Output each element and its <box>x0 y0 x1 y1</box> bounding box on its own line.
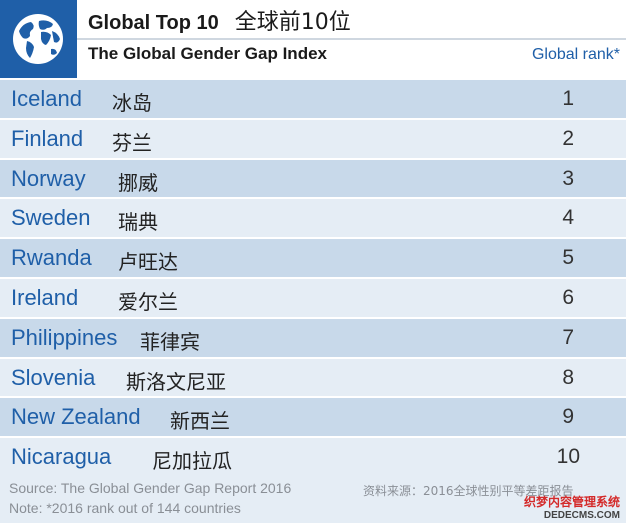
ranking-table: Iceland 冰岛 1 Finland 芬兰 2 Norway 挪威 3 Sw… <box>0 78 626 476</box>
country-name-english: Finland <box>11 125 84 151</box>
table-row: Rwanda 卢旺达 5 <box>0 237 626 277</box>
country-name-chinese: 芬兰 <box>112 130 152 155</box>
table-row: Ireland 爱尔兰 6 <box>0 276 626 317</box>
source-chinese: 资料来源：2016全球性别平等差距报告 <box>363 484 574 498</box>
country-name-english: Nicaragua <box>11 444 112 470</box>
country-name-english: Slovenia <box>11 364 96 390</box>
footer: Source: The Global Gender Gap Report 201… <box>0 476 626 523</box>
footnote: Note: *2016 rank out of 144 countries <box>9 500 241 516</box>
rank-value: 5 <box>562 246 574 270</box>
title-english: Global Top 10 <box>88 12 219 34</box>
globe-icon <box>13 14 63 64</box>
table-row: Iceland 冰岛 1 <box>0 78 626 118</box>
source-english: Source: The Global Gender Gap Report 201… <box>9 480 292 496</box>
rank-column-header: Global rank* <box>531 46 620 63</box>
table-row: Sweden 瑞典 4 <box>0 197 626 238</box>
rank-value: 10 <box>556 445 580 469</box>
rank-value: 4 <box>562 206 574 230</box>
rank-value: 3 <box>562 166 574 190</box>
header: Global Top 10 全球前10位 The Global Gender G… <box>0 0 626 78</box>
table-row: New Zealand 新西兰 9 <box>0 396 626 437</box>
country-name-chinese: 挪威 <box>118 170 158 195</box>
watermark-english: DEDECMS.COM <box>543 510 620 521</box>
country-name-english: Philippines <box>11 324 118 350</box>
country-name-chinese: 菲律宾 <box>140 329 200 354</box>
table-row: Norway 挪威 3 <box>0 157 626 198</box>
country-name-english: Norway <box>11 165 86 191</box>
country-name-chinese: 卢旺达 <box>118 250 178 275</box>
country-name-chinese: 瑞典 <box>118 210 158 235</box>
table-row: Philippines 菲律宾 7 <box>0 316 626 357</box>
subtitle: The Global Gender Gap Index <box>88 44 327 63</box>
table-row: Nicaragua 尼加拉瓜 10 <box>0 436 626 476</box>
title-chinese: 全球前10位 <box>234 10 351 35</box>
header-divider <box>77 38 626 40</box>
watermark-chinese: 织梦内容管理系统 <box>523 495 620 509</box>
rank-value: 1 <box>562 87 574 110</box>
country-name-chinese: 新西兰 <box>170 409 230 434</box>
rank-value: 6 <box>562 285 574 309</box>
rank-value: 7 <box>562 325 574 349</box>
country-name-english: New Zealand <box>11 404 141 430</box>
country-name-chinese: 尼加拉瓜 <box>152 449 232 474</box>
watermark: 织梦内容管理系统 DEDECMS.COM <box>524 493 620 521</box>
table-row: Finland 芬兰 2 <box>0 117 626 158</box>
country-name-english: Iceland <box>11 86 82 111</box>
country-name-english: Rwanda <box>11 245 92 271</box>
country-name-english: Sweden <box>11 205 91 231</box>
country-name-chinese: 爱尔兰 <box>118 289 178 314</box>
table-row: Slovenia 斯洛文尼亚 8 <box>0 356 626 397</box>
rank-value: 2 <box>562 126 574 150</box>
title-row: Global Top 10 全球前10位 <box>88 4 351 36</box>
rank-value: 9 <box>562 405 574 429</box>
country-name-chinese: 斯洛文尼亚 <box>126 369 226 394</box>
logo-box <box>0 0 77 78</box>
rank-value: 8 <box>562 365 574 389</box>
country-name-english: Ireland <box>11 284 79 310</box>
country-name-chinese: 冰岛 <box>112 91 152 115</box>
